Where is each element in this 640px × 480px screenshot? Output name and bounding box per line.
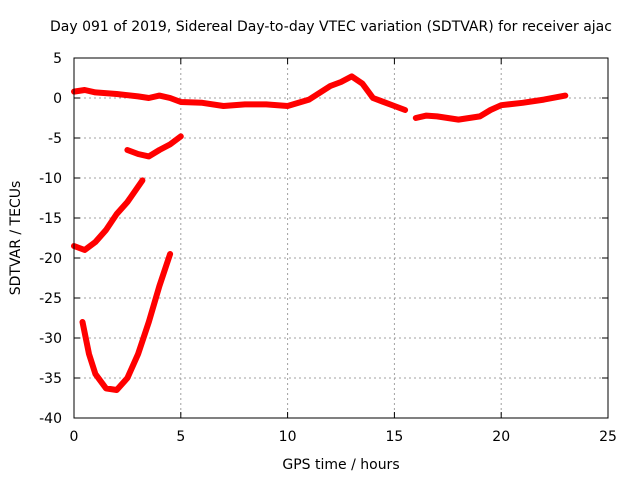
series-line-late <box>412 92 569 123</box>
x-tick-label: 5 <box>176 429 185 445</box>
y-tick-label: -10 <box>39 171 62 187</box>
series-line-main <box>71 73 409 113</box>
y-axis-label: SDTVAR / TECUs <box>8 180 24 296</box>
y-tick-label: -5 <box>48 131 62 147</box>
y-tick-label: -25 <box>39 291 62 307</box>
x-tick-label: 0 <box>70 429 79 445</box>
grid <box>74 58 608 418</box>
y-tick-label: -30 <box>39 331 62 347</box>
x-tick-label: 10 <box>279 429 297 445</box>
y-tick-label: -20 <box>39 251 62 267</box>
plot-frame <box>73 57 609 419</box>
series-line-s5 <box>79 251 174 393</box>
series-line-s3 <box>124 133 184 160</box>
y-tick-label: 5 <box>53 51 62 67</box>
x-tick-label: 15 <box>385 429 403 445</box>
x-axis-label: GPS time / hours <box>282 457 400 473</box>
x-tick-label: 20 <box>492 429 510 445</box>
x-tick-label: 25 <box>599 429 617 445</box>
ticks: 0 5 10 15 20 25 5 0 -5 -10 -15 -20 -25 -30 -35 -40 <box>39 51 617 445</box>
y-tick-label: -40 <box>39 411 62 427</box>
chart-title: Day 091 of 2019, Sidereal Day-to-day VTE… <box>50 19 612 35</box>
y-tick-label: -15 <box>39 211 62 227</box>
y-tick-label: -35 <box>39 371 62 387</box>
series-group <box>71 73 569 393</box>
series-line-s4 <box>71 177 146 253</box>
y-tick-label: 0 <box>53 91 62 107</box>
